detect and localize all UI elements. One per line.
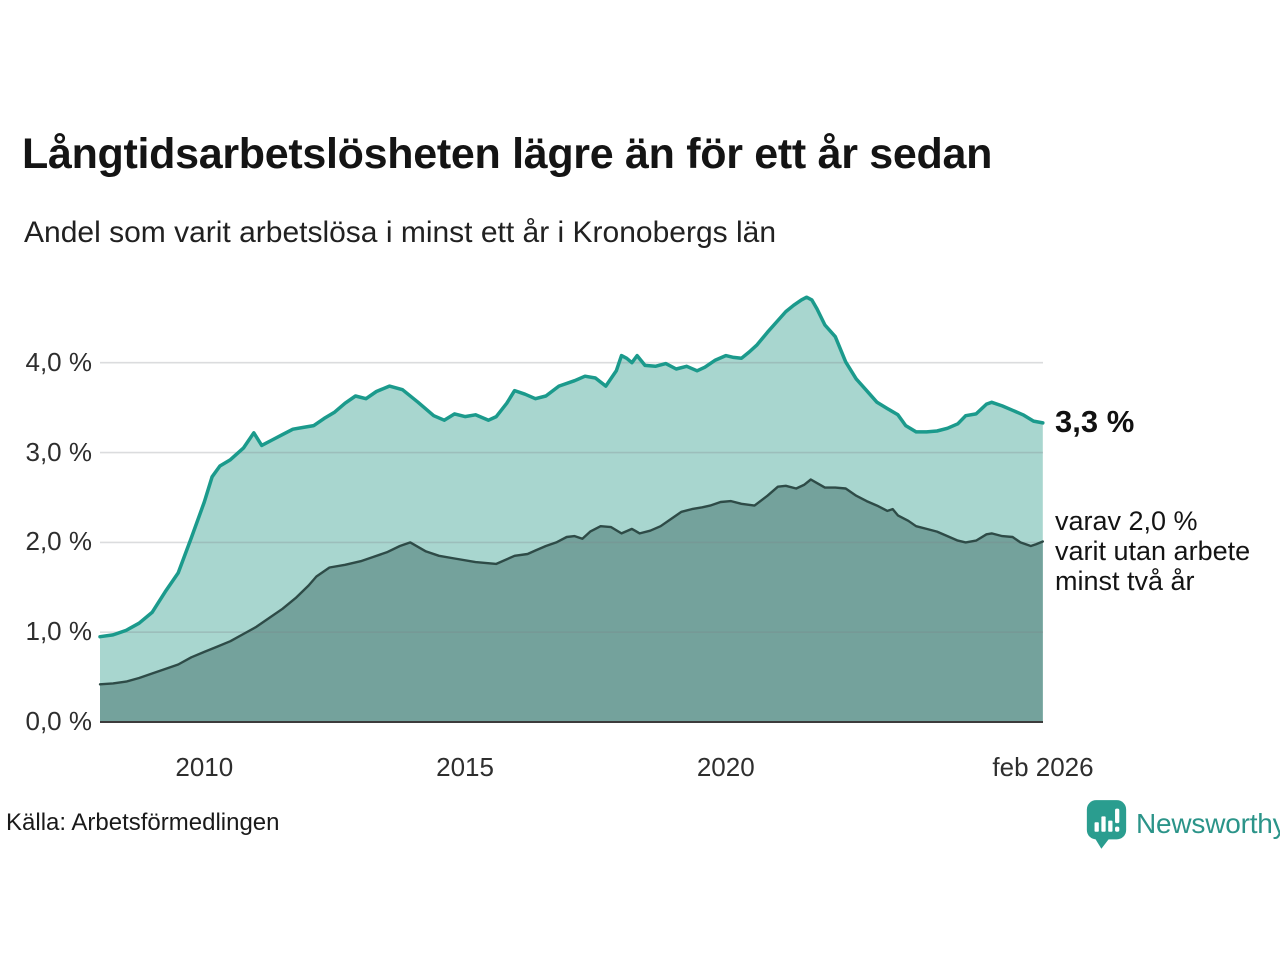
x-axis-label-2010: 2010 [175,752,234,782]
line-series-2 [98,478,1044,686]
area-fill-series-2 [100,479,1043,722]
y-axis-label-4,0 %: 4,0 % [25,346,93,377]
y-axis-label-0,0 %: 0,0 % [25,706,93,736]
line-series-1 [98,295,1045,639]
chart-subtitle: Andel som varit arbetslösa i minst ett å… [24,216,777,249]
source-note: Källa: Arbetsförmedlingen [6,809,280,836]
y-axis-label-2,0 %: 2,0 % [25,526,93,557]
x-axis-label-2020: 2020 [696,752,755,782]
y-axis-label-3,0 %: 3,0 % [25,436,93,467]
annotation-two-years-line2: varit utan arbete [1055,536,1251,566]
y-axis-label-1,0 %: 1,0 % [25,616,93,647]
annotation-latest-total: 3,3 % [1055,404,1135,439]
annotation-two-years-line1: varav 2,0 % [1055,506,1198,536]
annotation-two-years-line3: minst två år [1055,566,1195,596]
chart-title: Långtidsarbetslösheten lägre än för ett … [22,130,993,178]
bar-chart-speech-bubble-icon [1086,800,1127,849]
x-axis-label-2015: 2015 [436,752,494,782]
x-axis-label-feb 2026: feb 2026 [992,752,1094,782]
annotation-two-years: varav 2,0 % varit utan arbete minst två … [1055,506,1250,596]
logo-text: Newsworthy [1136,808,1280,839]
newsworthy-logo: Newsworthy [1086,799,1280,849]
